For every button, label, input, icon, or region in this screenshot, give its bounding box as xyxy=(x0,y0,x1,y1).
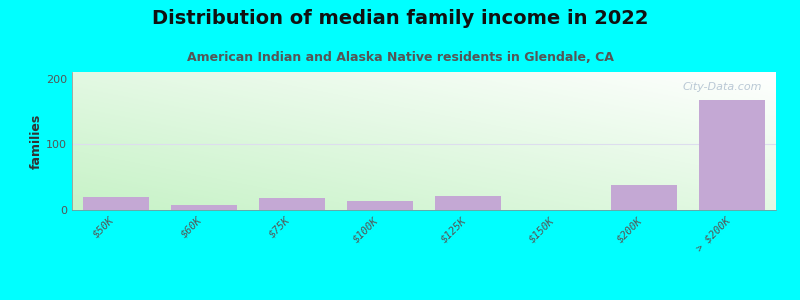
Text: Distribution of median family income in 2022: Distribution of median family income in … xyxy=(152,9,648,28)
Bar xyxy=(171,205,237,210)
Text: City-Data.com: City-Data.com xyxy=(682,82,762,92)
Bar xyxy=(347,202,413,210)
Bar xyxy=(435,196,501,210)
Text: American Indian and Alaska Native residents in Glendale, CA: American Indian and Alaska Native reside… xyxy=(186,51,614,64)
Bar xyxy=(699,100,765,210)
Y-axis label: families: families xyxy=(30,113,43,169)
Bar xyxy=(83,197,149,210)
Bar xyxy=(259,198,325,210)
Bar xyxy=(611,185,677,210)
